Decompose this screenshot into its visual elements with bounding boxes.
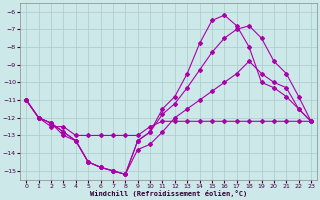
X-axis label: Windchill (Refroidissement éolien,°C): Windchill (Refroidissement éolien,°C) bbox=[90, 190, 247, 197]
